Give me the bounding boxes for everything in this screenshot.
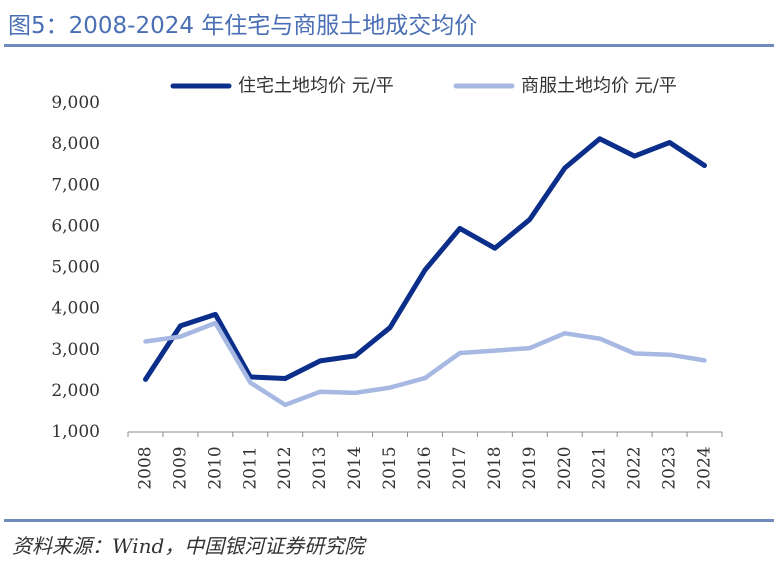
x-tick-label: 2008 — [135, 446, 155, 489]
y-tick-label: 4,000 — [51, 299, 100, 319]
x-tick-label: 2009 — [170, 446, 190, 489]
y-tick-label: 7,000 — [51, 175, 100, 195]
top-divider — [4, 44, 774, 47]
x-tick-label: 2021 — [590, 446, 610, 489]
x-tick-label: 2017 — [450, 446, 470, 489]
legend-label: 住宅土地均价 元/平 — [238, 76, 394, 97]
x-tick-label: 2024 — [695, 446, 715, 489]
bottom-divider — [4, 519, 774, 522]
y-tick-label: 3,000 — [51, 340, 100, 360]
x-tick-label: 2014 — [345, 446, 365, 489]
x-tick-label: 2020 — [555, 446, 575, 489]
y-tick-label: 8,000 — [51, 134, 100, 154]
series-layer — [143, 136, 707, 408]
x-tick-label: 2013 — [310, 446, 330, 489]
x-tick-label: 2011 — [240, 446, 260, 489]
x-tick-label: 2023 — [660, 446, 680, 489]
y-tick-label: 6,000 — [51, 216, 100, 236]
x-tick-label: 2019 — [520, 446, 540, 489]
x-tick-label: 2016 — [415, 446, 435, 489]
x-axis: 2008 2009 2010 2011 2012 2013 2014 2015 2016 2017… — [127, 431, 723, 490]
x-tick-label: 2010 — [205, 446, 225, 489]
source-note: 资料来源：Wind，中国银河证券研究院 — [12, 534, 365, 558]
legend: 住宅土地均价 元/平 商服土地均价 元/平 — [170, 76, 677, 97]
y-axis: 1,000 2,000 3,000 4,000 5,000 6,000 7,000 8,000… — [51, 93, 100, 442]
x-tick-label: 2018 — [485, 446, 505, 489]
x-tick-label: 2015 — [380, 446, 400, 489]
y-tick-label: 5,000 — [51, 258, 100, 278]
x-tick-label: 2012 — [275, 446, 295, 489]
y-tick-label: 2,000 — [51, 381, 100, 401]
x-tick-label: 2022 — [625, 446, 645, 489]
y-tick-label: 1,000 — [51, 422, 100, 442]
y-tick-label: 9,000 — [51, 93, 100, 113]
chart-title: 图5：2008-2024 年住宅与商服土地成交均价 — [8, 13, 478, 39]
legend-label: 商服土地均价 元/平 — [521, 76, 677, 97]
